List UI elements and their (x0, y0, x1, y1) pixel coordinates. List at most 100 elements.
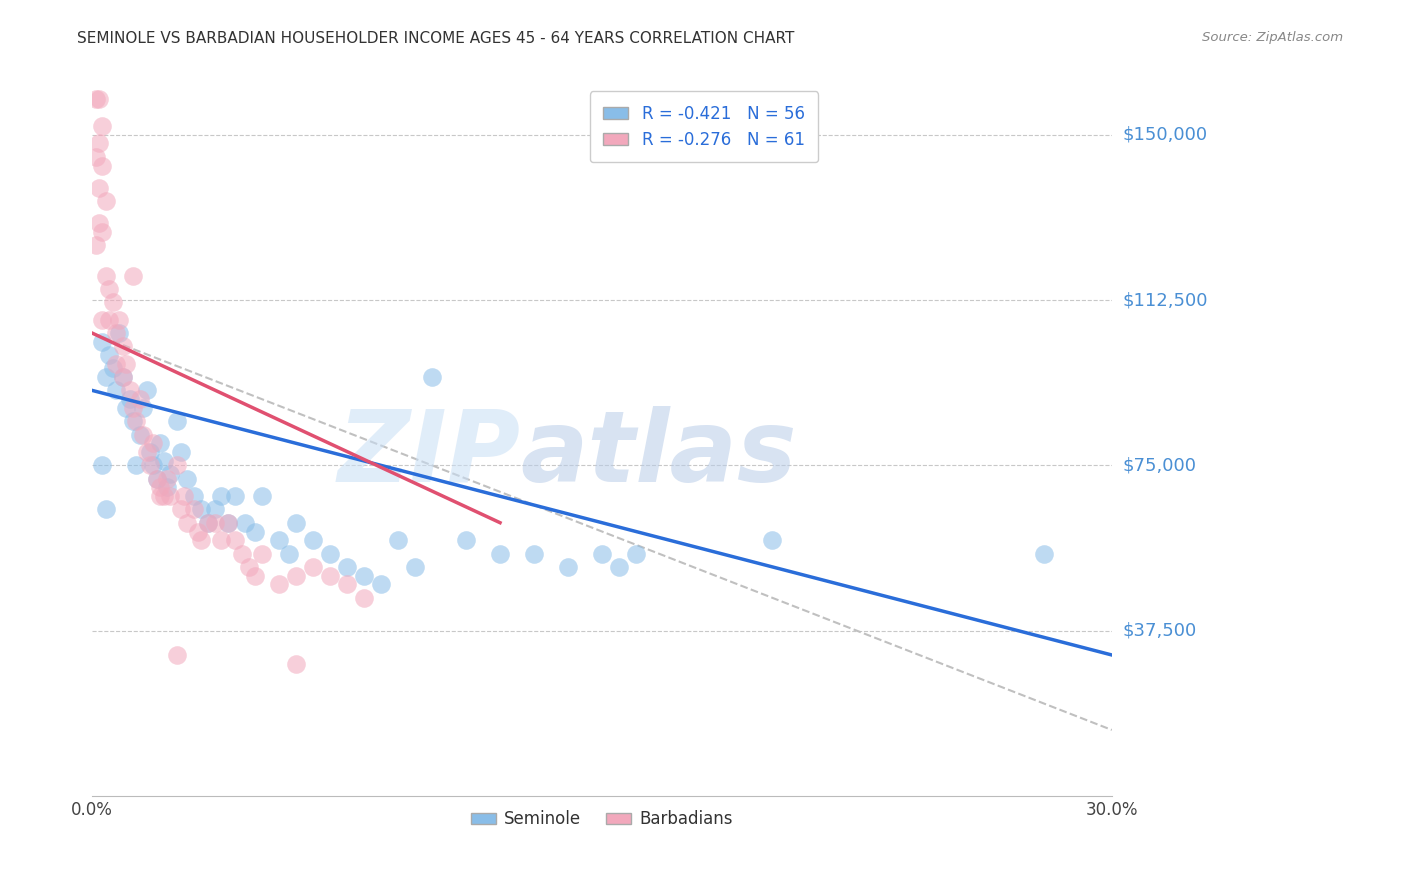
Point (104, 326, 127, 340)
Point (108, 313, 131, 327)
Point (302, 559, 325, 574)
Point (761, 533, 783, 548)
Point (269, 577, 291, 591)
Point (91, 313, 114, 327)
Point (285, 568, 308, 582)
Point (87, 180, 110, 194)
Point (132, 401, 155, 415)
Point (489, 547, 512, 561)
Point (111, 370, 134, 384)
Point (149, 480, 172, 494)
Point (94, 370, 117, 384)
Point (84, 238, 107, 252)
Point (353, 591, 375, 605)
Point (204, 502, 226, 516)
Point (128, 392, 150, 407)
Point (245, 568, 267, 582)
Point (166, 414, 188, 428)
Point (94, 194, 117, 208)
Point (197, 516, 219, 530)
Point (101, 361, 124, 376)
Point (118, 392, 141, 407)
Point (128, 427, 150, 442)
Legend: Seminole, Barbadians: Seminole, Barbadians (464, 804, 740, 835)
Point (166, 648, 188, 662)
Point (233, 516, 256, 530)
Point (87, 136, 110, 151)
Point (145, 472, 167, 486)
Text: $75,000: $75,000 (1122, 457, 1197, 475)
Point (209, 533, 232, 548)
Point (370, 577, 392, 591)
Point (173, 489, 195, 503)
Text: $37,500: $37,500 (1122, 622, 1197, 640)
Point (118, 384, 141, 398)
Point (186, 524, 208, 539)
Point (125, 414, 148, 428)
Point (166, 458, 188, 473)
Point (169, 445, 191, 459)
Point (176, 516, 198, 530)
Point (624, 547, 647, 561)
Point (250, 489, 273, 503)
Point (115, 357, 138, 371)
Point (156, 472, 179, 486)
Point (84, 150, 107, 164)
Point (454, 533, 477, 548)
Point (104, 357, 127, 371)
Point (224, 489, 246, 503)
Point (84, 92, 107, 106)
Point (98, 282, 121, 296)
Point (591, 547, 613, 561)
Point (190, 533, 212, 548)
Point (319, 568, 342, 582)
Point (156, 480, 179, 494)
Point (135, 445, 157, 459)
Point (94, 268, 117, 283)
Point (152, 454, 174, 468)
Point (122, 401, 145, 415)
Point (204, 516, 226, 530)
Point (132, 427, 155, 442)
Point (111, 370, 134, 384)
Point (183, 502, 205, 516)
Point (302, 533, 325, 548)
Point (557, 559, 579, 574)
Point (523, 547, 546, 561)
Point (1032, 547, 1054, 561)
Point (607, 559, 630, 574)
Point (278, 547, 301, 561)
Point (115, 401, 138, 415)
Point (250, 547, 273, 561)
Point (149, 489, 172, 503)
Point (231, 547, 253, 561)
Point (224, 533, 246, 548)
Text: $150,000: $150,000 (1122, 126, 1208, 144)
Point (169, 502, 191, 516)
Point (111, 339, 134, 353)
Point (142, 436, 165, 450)
Text: $112,500: $112,500 (1122, 291, 1208, 309)
Point (98, 313, 121, 327)
Point (336, 559, 359, 574)
Point (353, 568, 375, 582)
Point (420, 370, 443, 384)
Point (87, 92, 110, 106)
Point (190, 502, 212, 516)
Point (91, 334, 114, 349)
Point (145, 472, 167, 486)
Point (197, 516, 219, 530)
Point (245, 524, 267, 539)
Point (91, 225, 114, 239)
Point (285, 657, 308, 671)
Point (122, 414, 145, 428)
Text: ZIP: ZIP (337, 406, 520, 502)
Point (87, 216, 110, 230)
Point (152, 489, 174, 503)
Point (135, 384, 157, 398)
Point (285, 516, 308, 530)
Point (91, 159, 114, 173)
Point (404, 559, 426, 574)
Point (125, 458, 148, 473)
Point (238, 559, 260, 574)
